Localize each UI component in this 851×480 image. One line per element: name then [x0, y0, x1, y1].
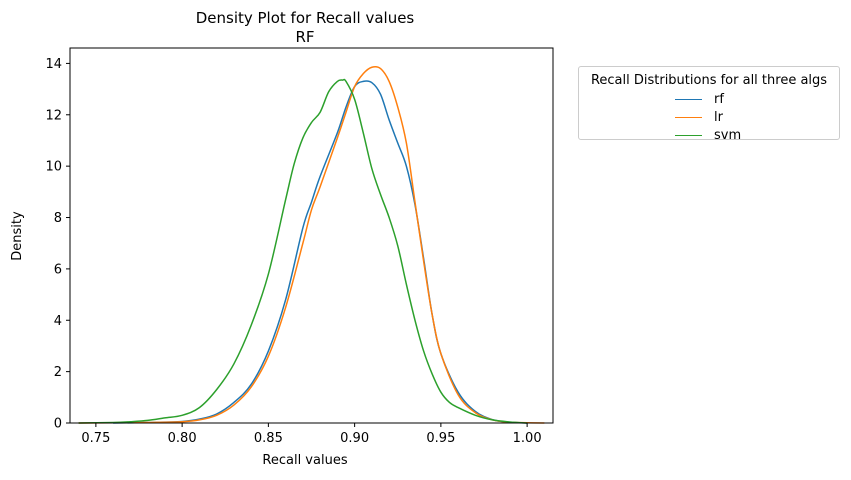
x-tick-label: 0.95 [426, 431, 455, 446]
chart-subtitle: RF [295, 28, 314, 46]
legend-item-rf: rf [675, 91, 724, 108]
plot-frame [69, 47, 554, 424]
y-tick-label: 4 [54, 314, 62, 329]
y-tick-label: 6 [54, 262, 62, 277]
legend-title: Recall Distributions for all three algs [590, 73, 828, 88]
legend-item-svm: svm [675, 127, 741, 144]
legend-label-lr: lr [714, 110, 723, 125]
plot-area [69, 47, 554, 424]
y-tick-label: 12 [45, 108, 62, 123]
y-tick-label: 10 [45, 160, 62, 175]
series-line-lr [78, 65, 545, 424]
y-tick-label: 0 [54, 417, 62, 432]
legend-swatch-svm [675, 135, 702, 136]
x-tick-label: 0.90 [340, 431, 369, 446]
series-layer [78, 65, 545, 424]
chart-title: Density Plot for Recall values [196, 9, 415, 27]
y-axis-label: Density [10, 211, 25, 261]
x-tick-label: 0.85 [254, 431, 283, 446]
x-axis-label: Recall values [262, 453, 347, 468]
x-tick-label: 1.00 [513, 431, 542, 446]
x-axis-ticks: 0.75 0.80 0.85 0.90 0.95 1.00 [81, 423, 542, 446]
legend-label-rf: rf [714, 92, 724, 107]
y-tick-label: 14 [45, 57, 62, 72]
legend-item-lr: lr [675, 109, 723, 126]
legend: Recall Distributions for all three algs … [578, 66, 840, 143]
series-line-rf [113, 80, 528, 424]
y-tick-label: 8 [54, 211, 62, 226]
x-tick-label: 0.80 [168, 431, 197, 446]
x-tick-label: 0.75 [81, 431, 110, 446]
legend-swatch-lr [675, 117, 702, 118]
legend-swatch-rf [675, 99, 702, 100]
legend-label-svm: svm [714, 128, 742, 143]
series-line-svm [78, 78, 528, 424]
y-tick-label: 2 [54, 365, 62, 380]
y-axis-ticks: 0 2 4 6 8 10 12 14 [45, 57, 70, 432]
